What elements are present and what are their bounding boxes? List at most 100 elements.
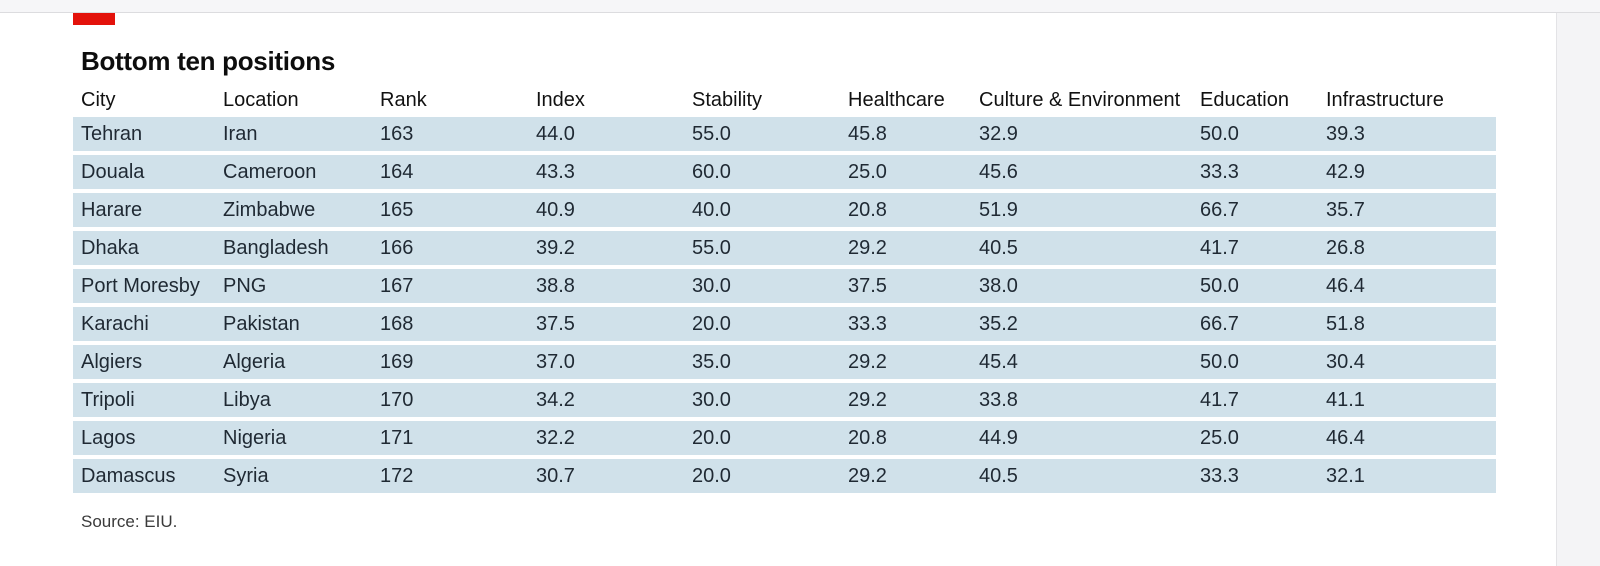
- table-cell: 51.8: [1318, 307, 1496, 341]
- table-cell: 46.4: [1318, 269, 1496, 303]
- right-edge: [1556, 13, 1600, 566]
- table-cell: 29.2: [840, 459, 971, 493]
- table-row: Harare Zimbabwe 165 40.9 40.0 20.8 51.9 66.7 35.…: [73, 193, 1496, 227]
- table-cell: 60.0: [684, 155, 840, 189]
- table-cell: Algiers: [73, 345, 215, 379]
- table-cell: Tehran: [73, 117, 215, 151]
- table-cell: Tripoli: [73, 383, 215, 417]
- table-cell: 51.9: [971, 193, 1192, 227]
- table-cell: 41.1: [1318, 383, 1496, 417]
- table-cell: 25.0: [840, 155, 971, 189]
- table-cell: 166: [372, 231, 528, 265]
- table-cell: Syria: [215, 459, 372, 493]
- column-header: Rank: [380, 88, 427, 111]
- table-cell: Algeria: [215, 345, 372, 379]
- table-cell: 33.3: [840, 307, 971, 341]
- table-cell: 40.5: [971, 459, 1192, 493]
- table-cell: 41.7: [1192, 383, 1318, 417]
- table-cell: 37.5: [528, 307, 684, 341]
- table-cell: Cameroon: [215, 155, 372, 189]
- data-table: City Location Rank Index Stability Healt…: [73, 83, 1496, 497]
- column-header: Culture & Environment: [979, 88, 1181, 111]
- column-header: Stability: [692, 88, 763, 111]
- table-cell: 32.9: [971, 117, 1192, 151]
- table-cell: Harare: [73, 193, 215, 227]
- table-cell: 37.5: [840, 269, 971, 303]
- table-cell: 33.3: [1192, 155, 1318, 189]
- table-cell: 32.1: [1318, 459, 1496, 493]
- accent-bar: [73, 13, 115, 25]
- table-row: Port Moresby PNG 167 38.8 30.0 37.5 38.0 50.0 46…: [73, 269, 1496, 303]
- table-cell: 35.7: [1318, 193, 1496, 227]
- table-cell: 66.7: [1192, 307, 1318, 341]
- table-cell: 168: [372, 307, 528, 341]
- table-row: Tripoli Libya 170 34.2 30.0 29.2 33.8 41.7 41.1: [73, 383, 1496, 417]
- table-cell: 37.0: [528, 345, 684, 379]
- table-row: Karachi Pakistan 168 37.5 20.0 33.3 35.2 66.7 51…: [73, 307, 1496, 341]
- table-cell: 50.0: [1192, 269, 1318, 303]
- content-card: Bottom ten positions City Location Rank …: [0, 13, 1556, 566]
- table-cell: 38.8: [528, 269, 684, 303]
- table-cell: Bangladesh: [215, 231, 372, 265]
- table-cell: Iran: [215, 117, 372, 151]
- table-cell: 39.2: [528, 231, 684, 265]
- table-cell: Lagos: [73, 421, 215, 455]
- column-header: Infrastructure: [1326, 88, 1444, 111]
- table-cell: Douala: [73, 155, 215, 189]
- table-cell: 30.0: [684, 383, 840, 417]
- table-cell: 171: [372, 421, 528, 455]
- table-cell: 46.4: [1318, 421, 1496, 455]
- table-cell: 44.9: [971, 421, 1192, 455]
- table-cell: 172: [372, 459, 528, 493]
- table-row: Algiers Algeria 169 37.0 35.0 29.2 45.4 50.0 30.…: [73, 345, 1496, 379]
- table-cell: 29.2: [840, 231, 971, 265]
- table-cell: 29.2: [840, 345, 971, 379]
- column-header: Education: [1200, 88, 1289, 111]
- table-cell: 50.0: [1192, 117, 1318, 151]
- table-cell: Nigeria: [215, 421, 372, 455]
- table-body: Tehran Iran 163 44.0 55.0 45.8 32.9 50.0 39.3 Dou…: [73, 117, 1496, 493]
- table-cell: 44.0: [528, 117, 684, 151]
- table-cell: 30.4: [1318, 345, 1496, 379]
- table-cell: 42.9: [1318, 155, 1496, 189]
- table-cell: Libya: [215, 383, 372, 417]
- table-cell: 35.2: [971, 307, 1192, 341]
- table-cell: 169: [372, 345, 528, 379]
- table-cell: 170: [372, 383, 528, 417]
- table-cell: 50.0: [1192, 345, 1318, 379]
- table-cell: Port Moresby: [73, 269, 215, 303]
- table-row: Tehran Iran 163 44.0 55.0 45.8 32.9 50.0 39.3: [73, 117, 1496, 151]
- table-cell: 34.2: [528, 383, 684, 417]
- table-cell: 66.7: [1192, 193, 1318, 227]
- header-row: City Location Rank Index Stability Healt…: [73, 87, 1496, 113]
- column-header: Healthcare: [848, 88, 945, 111]
- column-header: Location: [223, 88, 299, 111]
- table-cell: 40.0: [684, 193, 840, 227]
- table-cell: 20.0: [684, 421, 840, 455]
- table-cell: Damascus: [73, 459, 215, 493]
- table-cell: 30.0: [684, 269, 840, 303]
- table-cell: 29.2: [840, 383, 971, 417]
- table-cell: 41.7: [1192, 231, 1318, 265]
- table-cell: 55.0: [684, 231, 840, 265]
- table-cell: 45.4: [971, 345, 1192, 379]
- table-title: Bottom ten positions: [81, 46, 335, 76]
- table-cell: 55.0: [684, 117, 840, 151]
- table-cell: Zimbabwe: [215, 193, 372, 227]
- table-cell: Dhaka: [73, 231, 215, 265]
- table-cell: 45.6: [971, 155, 1192, 189]
- table-cell: 30.7: [528, 459, 684, 493]
- table-cell: 33.3: [1192, 459, 1318, 493]
- source-note: Source: EIU.: [81, 512, 178, 531]
- table-cell: 167: [372, 269, 528, 303]
- table-cell: 40.5: [971, 231, 1192, 265]
- table-cell: 38.0: [971, 269, 1192, 303]
- column-header: City: [81, 88, 116, 111]
- table-row: Damascus Syria 172 30.7 20.0 29.2 40.5 33.3 32.1: [73, 459, 1496, 493]
- table-row: Lagos Nigeria 171 32.2 20.0 20.8 44.9 25.0 46.4: [73, 421, 1496, 455]
- table-cell: 45.8: [840, 117, 971, 151]
- table-cell: PNG: [215, 269, 372, 303]
- table-cell: 165: [372, 193, 528, 227]
- table-cell: 32.2: [528, 421, 684, 455]
- table-cell: 20.0: [684, 459, 840, 493]
